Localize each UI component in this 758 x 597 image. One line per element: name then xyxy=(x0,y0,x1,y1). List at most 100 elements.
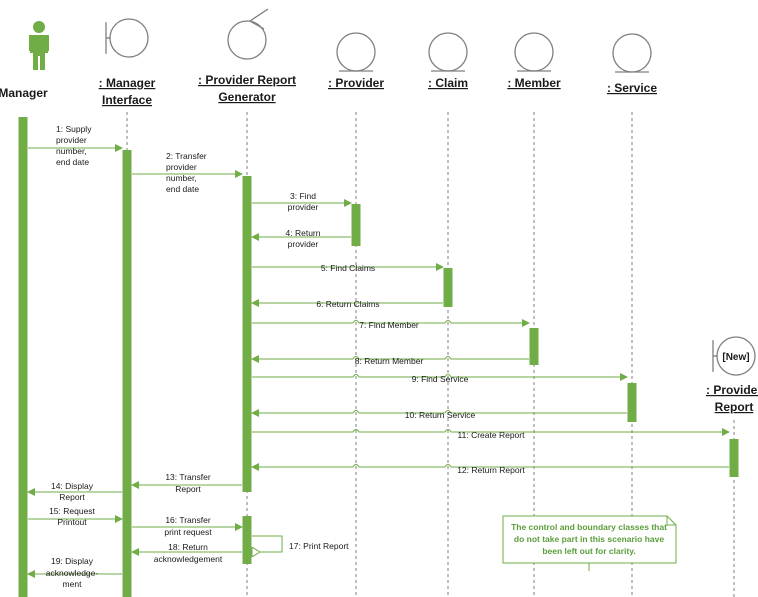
message-label: number, xyxy=(56,146,87,156)
message-arrow xyxy=(251,355,529,363)
note-line: The control and boundary classes that xyxy=(511,522,667,532)
message-5: 5: Find Claims xyxy=(252,263,444,273)
message-label: end date xyxy=(166,184,199,194)
boundary-icon xyxy=(105,18,149,58)
participant-label: : Provider xyxy=(328,76,384,90)
participant-label: Generator xyxy=(218,90,276,104)
participant-label: Interface xyxy=(102,93,152,107)
participant-provider-report: [New] : Provider Report xyxy=(706,336,758,414)
participant-label: Report xyxy=(715,400,754,414)
message-label: provider xyxy=(288,202,319,212)
entity-icon xyxy=(514,32,554,72)
boundary-icon xyxy=(712,336,756,376)
participant-label: : Manager xyxy=(99,76,156,90)
participant-provider: : Provider xyxy=(328,32,384,90)
message-19: 19: Display acknowledge-ment xyxy=(27,556,122,589)
entity-icon xyxy=(428,32,468,72)
message-label: end date xyxy=(56,157,89,167)
message-label: 17: Print Report xyxy=(289,541,349,551)
message-arrow xyxy=(252,319,530,327)
activation-bar-provider-report-generator xyxy=(242,176,252,492)
message-label: print request xyxy=(164,527,212,537)
message-label: acknowledge- xyxy=(46,568,99,578)
message-label: 4: Return xyxy=(286,228,321,238)
message-label: provider xyxy=(56,135,87,145)
message-label: Printout xyxy=(57,517,87,527)
message-13: 13: Transfer Report xyxy=(131,472,242,494)
message-label: 19: Display xyxy=(51,556,94,566)
message-label: acknowledgement xyxy=(154,554,223,564)
message-18: 18: Return acknowledgement xyxy=(131,542,242,564)
activation-bar-provider-report xyxy=(729,439,739,477)
message-label: 3: Find xyxy=(290,191,316,201)
new-tag: [New] xyxy=(722,352,749,363)
note-line: been left out for clarity. xyxy=(542,546,635,556)
activation-bar-manager-interface xyxy=(122,150,132,597)
message-label: Report xyxy=(59,492,85,502)
note-line: do not take part in this scenario have xyxy=(514,534,664,544)
participant-label: : Service xyxy=(607,81,657,95)
note: The control and boundary classes that do … xyxy=(502,515,677,571)
message-6: 6: Return Claims xyxy=(251,299,443,309)
message-label: number, xyxy=(166,173,197,183)
message-label: 16: Transfer xyxy=(165,515,211,525)
participant-provider-report-generator: : Provider Report Generator xyxy=(198,8,296,104)
message-label: 10: Return Service xyxy=(405,410,476,420)
message-label: 11: Create Report xyxy=(458,430,526,440)
participant-member: : Member xyxy=(507,32,561,90)
message-label: 6: Return Claims xyxy=(316,299,379,309)
message-11: 11: Create Report xyxy=(252,428,730,440)
message-arrow xyxy=(251,463,729,471)
message-17: 17: Print Report xyxy=(252,535,349,552)
activation-bar-provider-report-generator xyxy=(242,516,252,564)
message-arrow xyxy=(252,373,628,381)
message-label: 15: Request xyxy=(49,506,95,516)
message-arrow xyxy=(252,535,283,552)
participant-claim: : Claim xyxy=(428,32,468,90)
message-9: 9: Find Service xyxy=(252,373,628,384)
message-8: 8: Return Member xyxy=(251,355,529,366)
message-label: Report xyxy=(175,484,201,494)
participant-label: : Claim xyxy=(428,76,468,90)
entity-icon xyxy=(336,32,376,72)
message-label: ment xyxy=(63,579,83,589)
message-label: 12: Return Report xyxy=(457,465,525,475)
message-7: 7: Find Member xyxy=(252,319,530,330)
participant-label: Manager xyxy=(0,86,48,100)
participant-manager: Manager xyxy=(0,21,49,100)
message-label: 9: Find Service xyxy=(412,374,469,384)
participant-service: : Service xyxy=(607,33,657,95)
message-label: 13: Transfer xyxy=(165,472,211,482)
message-label: 7: Find Member xyxy=(359,320,419,330)
message-label: 8: Return Member xyxy=(355,356,424,366)
message-label: 5: Find Claims xyxy=(321,263,375,273)
participant-label: : Member xyxy=(507,76,561,90)
message-label: 2: Transfer xyxy=(166,151,207,161)
activation-bar-claim xyxy=(443,268,453,307)
message-10: 10: Return Service xyxy=(251,409,627,420)
actor-icon xyxy=(29,21,49,70)
entity-icon xyxy=(612,33,652,73)
activation-bar-service xyxy=(627,383,637,422)
message-arrow xyxy=(251,409,627,417)
participant-label: : Provider xyxy=(706,383,758,397)
message-label: provider xyxy=(166,162,197,172)
message-label: provider xyxy=(288,239,319,249)
participant-manager-interface: : Manager Interface xyxy=(99,18,156,107)
message-12: 12: Return Report xyxy=(251,463,729,475)
control-icon xyxy=(227,8,269,60)
participant-label: : Provider Report xyxy=(198,73,296,87)
message-label: 1: Supply xyxy=(56,124,92,134)
message-16: 16: Transfer print request xyxy=(132,515,243,537)
activation-bar-provider xyxy=(351,204,361,246)
activation-bar-member xyxy=(529,328,539,365)
message-label: 14: Display xyxy=(51,481,94,491)
message-label: 18: Return xyxy=(168,542,208,552)
